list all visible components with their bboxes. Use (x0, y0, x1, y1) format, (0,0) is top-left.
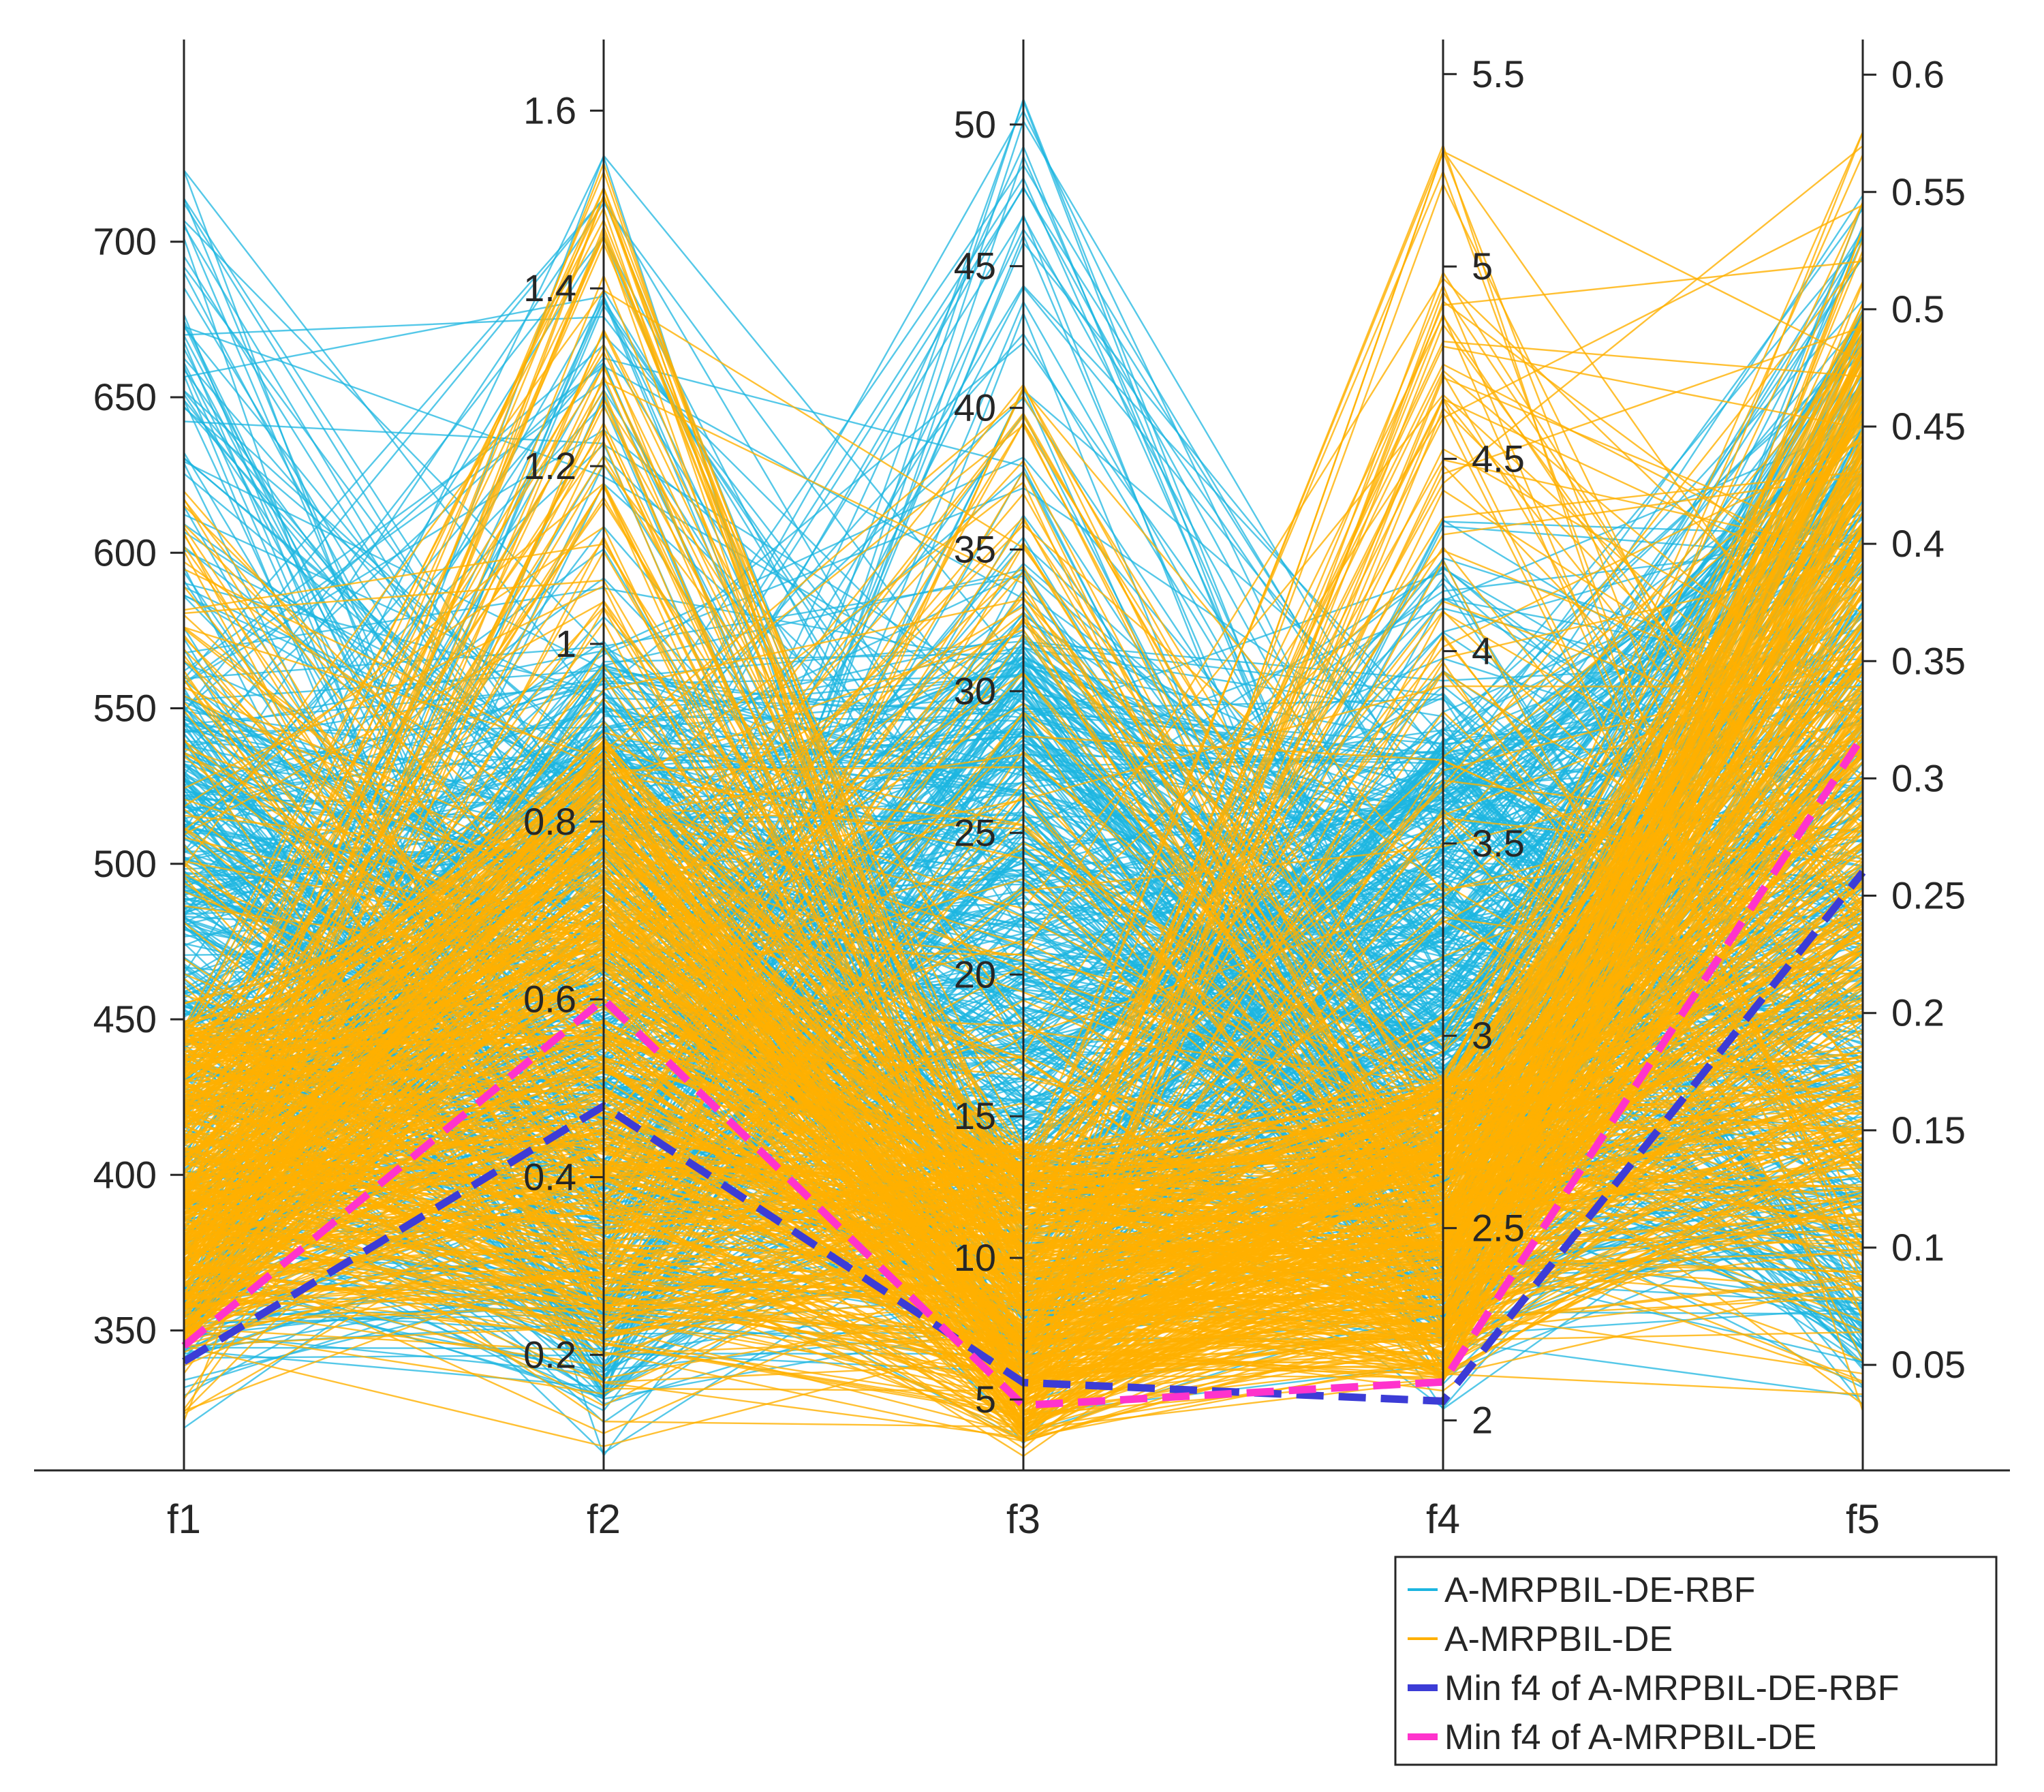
legend-label: A-MRPBIL-DE-RBF (1444, 1571, 1755, 1610)
tick-label: 20 (954, 953, 996, 995)
legend-label: Min f4 of A-MRPBIL-DE (1444, 1718, 1816, 1757)
tick-label: 600 (93, 531, 157, 574)
legend-label: A-MRPBIL-DE (1444, 1620, 1673, 1659)
tick-label: 2.5 (1472, 1206, 1525, 1249)
tick-label: 0.1 (1891, 1226, 1945, 1269)
tick-label: 40 (954, 386, 996, 429)
tick-label: 500 (93, 842, 157, 885)
tick-label: 5 (1472, 245, 1493, 288)
tick-label: 25 (954, 811, 996, 854)
tick-label: 650 (93, 375, 157, 418)
tick-label: 450 (93, 998, 157, 1040)
tick-label: 10 (954, 1236, 996, 1279)
tick-label: 0.05 (1891, 1343, 1966, 1386)
tick-label: 700 (93, 220, 157, 263)
tick-label: 0.2 (523, 1333, 576, 1376)
tick-label: 5 (975, 1378, 996, 1421)
tick-label: 0.2 (1891, 991, 1945, 1034)
tick-label: 1 (555, 622, 576, 665)
tick-label: 1.6 (523, 89, 576, 132)
tick-label: 0.6 (1891, 53, 1945, 96)
axis-name-f3: f3 (1006, 1496, 1040, 1542)
axes: f1350400450500550600650700f20.20.40.60.8… (34, 40, 2010, 1542)
tick-label: 0.8 (523, 800, 576, 843)
legend: A-MRPBIL-DE-RBF A-MRPBIL-DE Min f4 of A-MR… (1394, 1556, 1998, 1766)
legend-label: Min f4 of A-MRPBIL-DE-RBF (1444, 1669, 1899, 1708)
tick-label: 2 (1472, 1399, 1493, 1442)
axis-name-f4: f4 (1426, 1496, 1460, 1542)
tick-label: 0.4 (1891, 522, 1945, 565)
tick-label: 0.4 (523, 1156, 576, 1199)
tick-label: 3.5 (1472, 822, 1525, 865)
tick-label: 0.3 (1891, 756, 1945, 799)
tick-label: 35 (954, 528, 996, 571)
tick-label: 30 (954, 669, 996, 712)
tick-label: 0.5 (1891, 288, 1945, 330)
axis-name-f5: f5 (1846, 1496, 1880, 1542)
tick-label: 0.55 (1891, 170, 1966, 213)
axis-name-f2: f2 (587, 1496, 621, 1542)
tick-label: 0.25 (1891, 874, 1966, 917)
tick-label: 0.45 (1891, 405, 1966, 448)
tick-label: 0.35 (1891, 639, 1966, 682)
legend-box (1394, 1556, 1998, 1766)
tick-label: 45 (954, 245, 996, 288)
tick-label: 550 (93, 687, 157, 730)
tick-label: 4 (1472, 630, 1493, 673)
axis-name-f1: f1 (167, 1496, 201, 1542)
tick-label: 4.5 (1472, 437, 1525, 480)
tick-label: 0.15 (1891, 1109, 1966, 1152)
tick-label: 50 (954, 103, 996, 146)
tick-label: 400 (93, 1153, 157, 1196)
tick-label: 3 (1472, 1014, 1493, 1057)
tick-label: 5.5 (1472, 52, 1525, 95)
tick-label: 1.4 (523, 266, 576, 309)
tick-label: 350 (93, 1309, 157, 1352)
tick-label: 1.2 (523, 444, 576, 487)
series-lines (181, 96, 1866, 1457)
tick-label: 15 (954, 1094, 996, 1137)
highlight-line (181, 734, 1866, 1410)
tick-label: 0.6 (523, 978, 576, 1021)
